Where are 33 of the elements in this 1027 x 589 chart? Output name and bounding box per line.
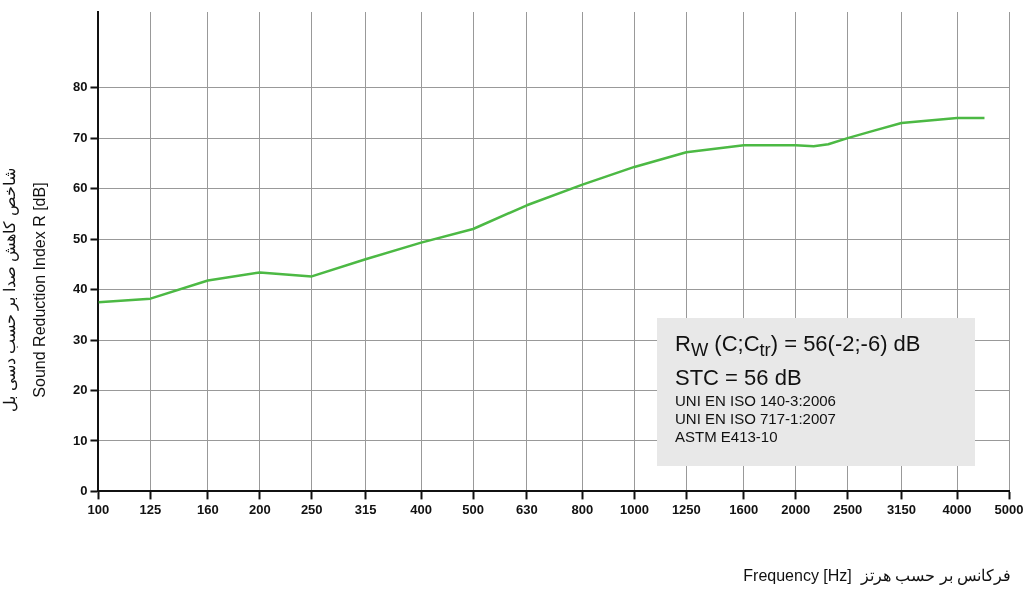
y-tick-label: 70 bbox=[72, 129, 88, 145]
x-tick-label: 630 bbox=[516, 501, 538, 517]
annotation: UNI EN ISO 717-1:2007 bbox=[675, 410, 837, 429]
x-axis-title: Frequency [Hz] فرکانس بر حسب هرتز bbox=[743, 566, 1011, 585]
x-tick-label: 315 bbox=[354, 501, 377, 517]
x-tick-label: 5000 bbox=[994, 501, 1024, 517]
y-tick-label: 30 bbox=[72, 331, 88, 347]
x-tick-label: 800 bbox=[571, 501, 594, 517]
y-tick-label: 40 bbox=[72, 281, 88, 297]
x-tick-label: 500 bbox=[462, 501, 484, 517]
x-tick-label: 250 bbox=[300, 501, 323, 517]
y-tick-label: 10 bbox=[72, 432, 88, 448]
x-tick-label: 200 bbox=[248, 501, 271, 517]
annotation: STC = 56 dB bbox=[675, 364, 803, 393]
x-tick-label: 1000 bbox=[619, 501, 649, 517]
y-tick-label: 60 bbox=[72, 180, 88, 196]
annotation: UNI EN ISO 140-3:2006 bbox=[675, 392, 837, 411]
x-tick-label: 125 bbox=[139, 501, 162, 517]
annotation: R$_{W}$ (C;C$_{tr}$) = 56(-2;-6) dB bbox=[675, 330, 922, 363]
x-tick-label: 400 bbox=[410, 501, 432, 517]
x-tick-label: 4000 bbox=[942, 501, 972, 517]
x-tick-label: 2500 bbox=[833, 501, 863, 517]
y-tick-label: 20 bbox=[72, 382, 88, 398]
annotation: ASTM E413-10 bbox=[675, 428, 779, 447]
x-tick-label: 100 bbox=[87, 501, 110, 517]
y-tick-label: 0 bbox=[80, 482, 88, 498]
x-tick-label: 1600 bbox=[729, 501, 759, 517]
y-tick-label: 80 bbox=[72, 79, 88, 95]
x-tick-label: 1250 bbox=[671, 501, 701, 517]
x-tick-label: 2000 bbox=[781, 501, 811, 517]
y-tick-label: 50 bbox=[72, 230, 88, 246]
x-tick-label: 3150 bbox=[887, 501, 916, 517]
x-tick-label: 160 bbox=[197, 501, 219, 517]
